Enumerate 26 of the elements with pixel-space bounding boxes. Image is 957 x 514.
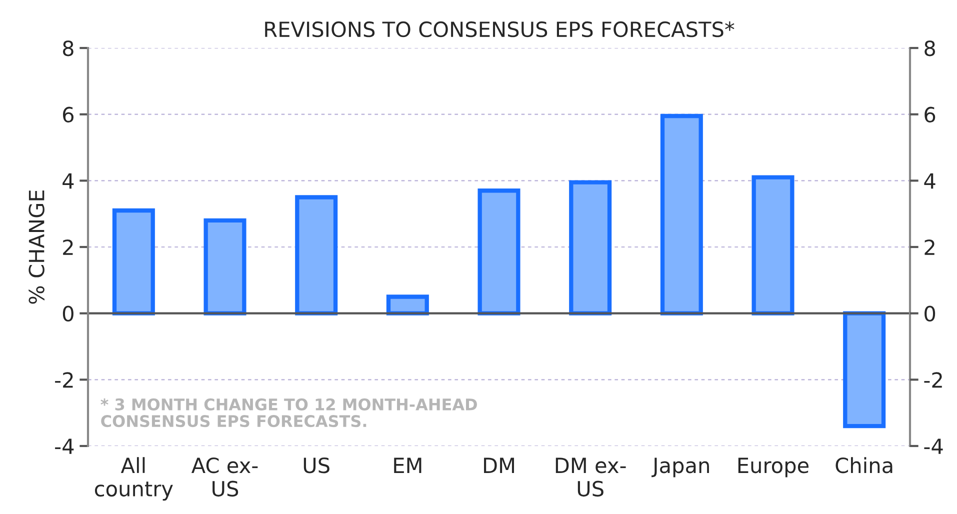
y-tick-label: 2 <box>63 239 73 255</box>
y-tick-label: -2 <box>55 372 73 388</box>
y-tick-label: 4 <box>62 173 74 189</box>
x-tick-label: AC ex- US <box>191 457 258 497</box>
x-tick-label: China <box>836 457 892 474</box>
y-tick-label: -4 <box>55 438 74 454</box>
x-tick-label: US <box>304 457 330 474</box>
y2-tick-label: 8 <box>924 40 936 56</box>
y-tick-label: 6 <box>63 106 74 123</box>
y2-tick-label: 6 <box>924 106 936 123</box>
y2-tick-label: -4 <box>924 438 943 454</box>
y2-tick-label: -2 <box>924 372 942 388</box>
annotation: * 3 MONTH CHANGE TO 12 MONTH-AHEAD CONSENSUS EPS FORECASTS. <box>100 398 477 428</box>
x-tick-label: Japan <box>652 458 709 478</box>
y2-tick-label: 4 <box>924 173 936 189</box>
x-tick-label: Europe <box>738 458 809 478</box>
chart-title: REVISIONS TO CONSENSUS EPS FORECASTS* <box>265 21 734 38</box>
x-tick-label: DM ex- US <box>556 458 626 497</box>
y-tick-label: 0 <box>62 306 74 322</box>
y2-tick-label: 2 <box>924 239 934 255</box>
y-tick-label: 8 <box>62 40 74 56</box>
x-tick-label: DM <box>484 458 514 473</box>
x-tick-label: EM <box>394 458 422 473</box>
y-axis-title: % CHANGE <box>28 190 44 304</box>
x-tick-label: All country <box>94 457 173 501</box>
y2-tick-label: 0 <box>924 306 936 322</box>
